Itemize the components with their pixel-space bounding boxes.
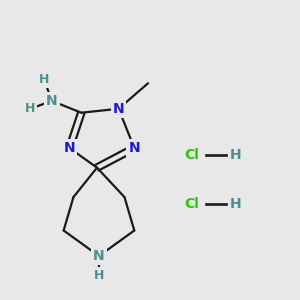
Text: H: H <box>230 148 241 162</box>
Text: N: N <box>93 249 105 263</box>
Text: N: N <box>64 141 75 155</box>
Text: N: N <box>128 141 140 155</box>
Text: Cl: Cl <box>184 197 199 211</box>
Text: H: H <box>230 197 241 211</box>
Text: N: N <box>113 102 124 116</box>
Text: H: H <box>39 73 49 86</box>
Text: H: H <box>94 269 104 282</box>
Text: N: N <box>46 94 58 108</box>
Text: H: H <box>25 102 35 115</box>
Text: Cl: Cl <box>184 148 199 162</box>
